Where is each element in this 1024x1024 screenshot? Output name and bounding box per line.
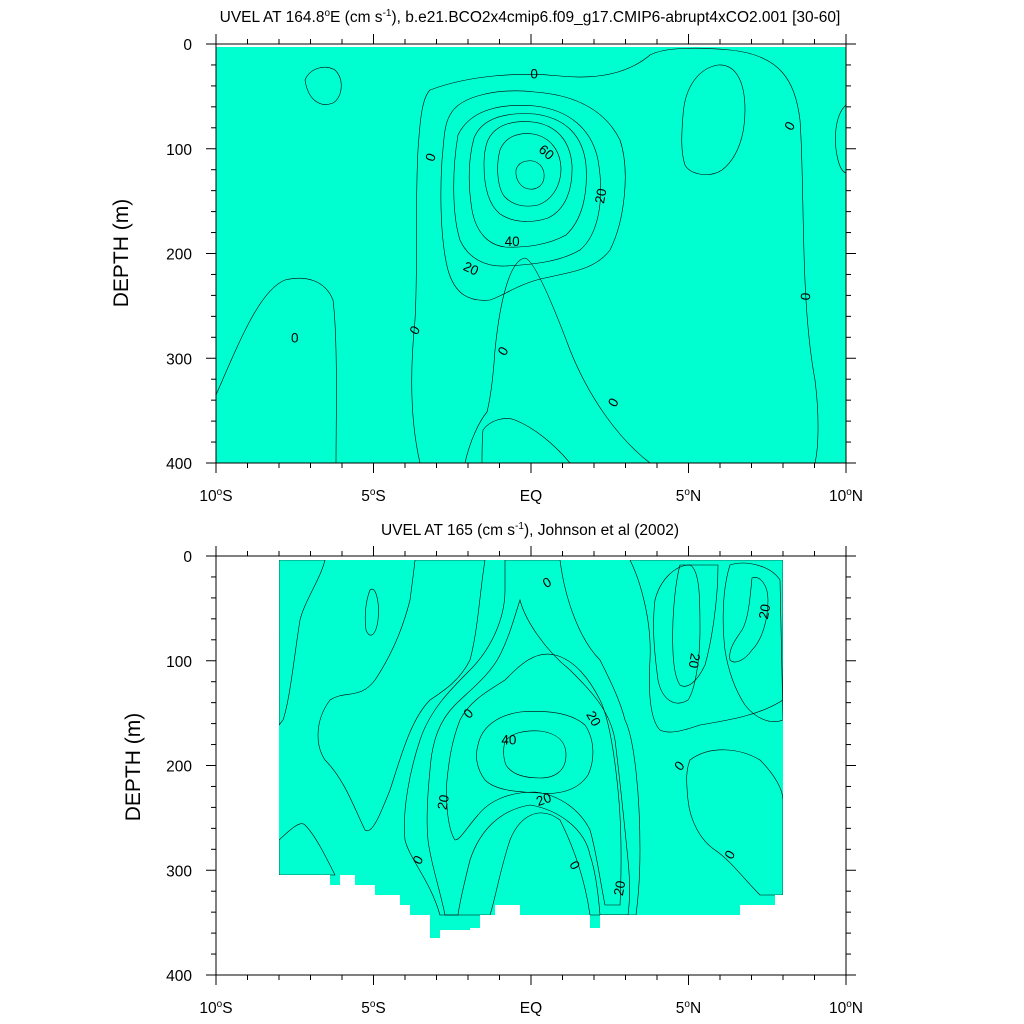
contour-label: 20: [461, 259, 481, 279]
x-tick-label: 5oN: [676, 487, 701, 505]
panel2-y-axis-label: DEPTH (m): [122, 713, 145, 822]
fill-10-20-northeast: [681, 64, 746, 175]
fill-40-50: [483, 121, 573, 222]
y-tick-label: 0: [183, 549, 192, 566]
obs-fill-20-30: [446, 653, 622, 906]
panel1-top-mask: [216, 44, 846, 47]
contour-label: 20: [435, 794, 452, 811]
x-tick-label: 10oS: [199, 487, 232, 505]
contour-label: 20: [534, 790, 553, 809]
panel2-y-axis: 0 100 200 300 400: [166, 549, 856, 985]
fill-50-60: [497, 133, 562, 207]
x-tick-label: 5oS: [361, 999, 386, 1017]
y-tick-label: 400: [166, 456, 192, 473]
obs-fill-0-10-southwest: [279, 823, 336, 876]
y-tick-label: 400: [166, 968, 192, 985]
x-tick-label: 10oS: [199, 999, 232, 1017]
fill-30-40: [468, 113, 587, 248]
obs-fill-10-20-core: [426, 598, 630, 916]
x-tick-label: 10oN: [829, 487, 863, 505]
panel2-field: [279, 560, 783, 938]
obs-fill-0-10-northeast: [629, 560, 783, 733]
y-tick-label: 0: [183, 37, 192, 54]
y-tick-label: 200: [166, 247, 192, 264]
fill-10-20-core: [440, 90, 626, 301]
x-tick-label: EQ: [520, 1000, 542, 1017]
obs-fill-neg20-small: [364, 588, 379, 636]
fill-background-obs: [279, 560, 783, 938]
x-tick-label: 5oN: [676, 999, 701, 1017]
panel2-x-axis: 10oS 5oS EQ 5oN 10oN: [199, 546, 863, 1017]
panel-model: UVEL AT 164.8oE (cm s-1), b.e21.BCO2x4cm…: [110, 8, 863, 505]
contour-label: 20: [583, 708, 604, 729]
obs-fill-20-30-east: [729, 577, 769, 663]
fill-20-30: [453, 105, 601, 267]
fill-60-70-core: [515, 160, 545, 190]
contour-label: 40: [501, 732, 516, 747]
y-tick-label: 100: [166, 654, 192, 671]
panel1-y-axis-label: DEPTH (m): [110, 199, 133, 308]
fill-0-10-main: [411, 47, 819, 463]
y-tick-label: 100: [166, 142, 192, 159]
fill-0-10-northwest: [304, 67, 342, 105]
x-tick-label: 10oN: [829, 999, 863, 1017]
obs-fill-40-50: [503, 730, 567, 779]
panel2-title: UVEL AT 165 (cm s-1), Johnson et al (200…: [381, 521, 679, 539]
y-tick-label: 300: [166, 351, 192, 368]
x-tick-label: 5oS: [361, 487, 386, 505]
obs-fill-10-20-east: [722, 562, 783, 722]
contour-label: 0: [798, 292, 814, 301]
panel-observations: UVEL AT 165 (cm s-1), Johnson et al (200…: [122, 521, 863, 1017]
contour-label: 0: [291, 330, 299, 345]
panel1-field: [216, 47, 846, 463]
contour-label: 20: [686, 652, 703, 669]
fill-0-10-south-center: [481, 418, 571, 463]
x-tick-label: EQ: [520, 488, 542, 505]
contour-label: 40: [505, 234, 520, 249]
obs-fill-20-30-northeast: [672, 564, 719, 687]
panel1-x-axis: 10oS 5oS EQ 5oN 10oN: [199, 34, 863, 505]
contour-label: 20: [756, 603, 773, 620]
obs-fill-0-10-west: [279, 560, 326, 726]
obs-fill-neg20-west: [317, 560, 486, 832]
fill-0-10-southwest: [216, 277, 337, 463]
obs-fill-30-40: [476, 711, 594, 794]
obs-fill-0-10-core: [404, 560, 641, 916]
panel1-title: UVEL AT 164.8oE (cm s-1), b.e21.BCO2x4cm…: [220, 8, 841, 26]
y-tick-label: 300: [166, 863, 192, 880]
contour-label: 20: [611, 879, 628, 896]
contour-label: 0: [530, 66, 538, 81]
contour-label: 60: [536, 142, 557, 163]
fill-neg-east: [835, 104, 846, 174]
y-tick-label: 200: [166, 759, 192, 776]
obs-fill-neg-east: [686, 749, 783, 896]
fill-background: [216, 47, 846, 463]
contour-label: 20: [592, 187, 609, 204]
